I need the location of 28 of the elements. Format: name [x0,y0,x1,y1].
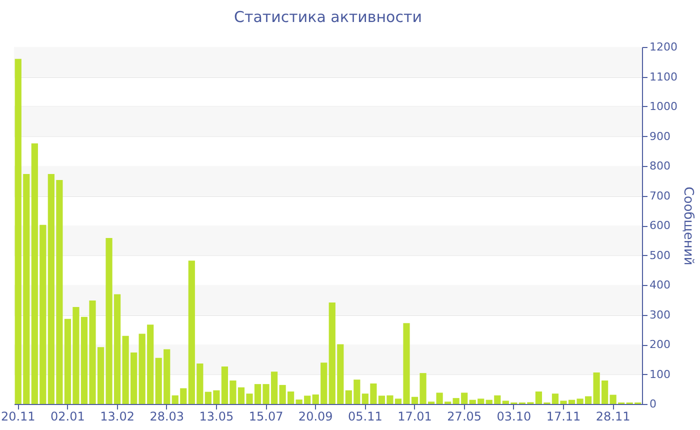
y-tick-label: 1000 [650,100,678,113]
y-tick-label: 300 [650,308,670,322]
y-tick-label: 500 [650,248,670,262]
x-tick-label: 28.03 [150,410,184,424]
y-tick-label: 800 [650,160,670,172]
y-tick-label: 1200 [650,40,678,54]
y-tick-label: 400 [650,278,670,292]
y-tick-label: 600 [650,219,670,232]
x-tick-label: 05.11 [348,410,382,424]
y-tick-label: 900 [650,130,670,143]
y-tick-label: 100 [650,368,670,381]
x-tick-label: 28.11 [596,410,630,424]
x-tick-label: 27.05 [447,410,482,424]
x-tick-label: 13.05 [199,410,234,424]
chart-title: Статистика активности [234,8,422,26]
x-tick-label: 02.01 [50,410,85,424]
x-tick-label: 20.11 [0,410,36,424]
x-tick-label: 17.01 [398,410,432,424]
x-tick-label: 20.09 [298,410,333,424]
x-tick-label: 17.11 [546,410,581,424]
y-tick-label: 0 [650,398,656,410]
x-tick-label: 03.10 [496,410,532,424]
x-tick-label: 13.02 [100,410,134,424]
y-tick-label: 1100 [650,70,678,84]
x-tick-label: 15.07 [248,410,284,424]
y-tick-label: 700 [650,189,670,202]
y-axis-title: Сообщений [680,186,696,266]
y-tick-label: 200 [650,338,670,351]
